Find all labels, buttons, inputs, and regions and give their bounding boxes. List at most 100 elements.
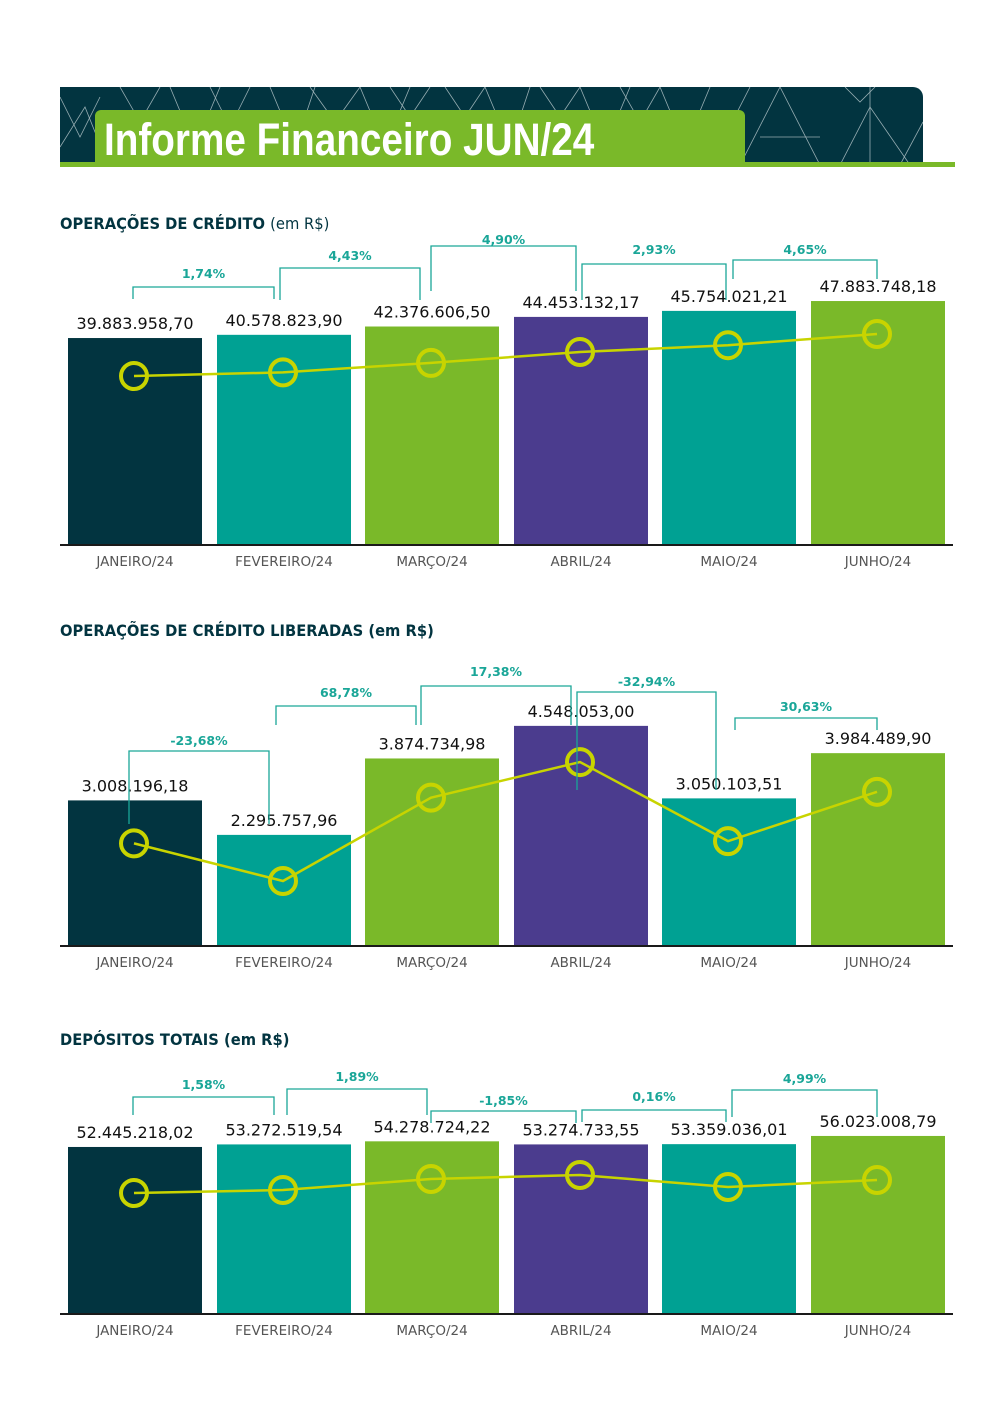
category-label: JUNHO/24 — [844, 554, 911, 570]
value-label: 45.754.021,21 — [670, 287, 787, 306]
change-label: 2,93% — [632, 242, 676, 257]
value-label: 56.023.008,79 — [819, 1112, 936, 1131]
category-label: ABRIL/24 — [550, 554, 611, 570]
section-title-credito-liberadas: OPERAÇÕES DE CRÉDITO LIBERADAS (em R$) — [60, 621, 434, 640]
change-label: 30,63% — [780, 699, 833, 714]
change-label: 4,43% — [328, 248, 372, 263]
value-label: 3.984.489,90 — [825, 729, 932, 748]
change-label: 4,65% — [783, 242, 827, 257]
category-label: FEVEREIRO/24 — [235, 554, 333, 570]
category-label: MAIO/24 — [700, 1323, 757, 1339]
bar-4 — [662, 798, 796, 945]
category-label: JANEIRO/24 — [95, 554, 173, 570]
section-title-text: OPERAÇÕES DE CRÉDITO — [60, 214, 266, 233]
bar-0 — [68, 1146, 202, 1313]
trend-point — [565, 1160, 595, 1190]
category-label: MAIO/24 — [700, 955, 757, 971]
change-label: 0,16% — [632, 1089, 676, 1104]
category-label: JANEIRO/24 — [95, 1323, 173, 1339]
change-bracket — [581, 263, 727, 300]
value-label: 54.278.724,22 — [373, 1117, 490, 1136]
trend-point — [565, 747, 595, 778]
trend-point — [862, 319, 892, 350]
change-label: 1,58% — [182, 1077, 226, 1092]
change-label: -23,68% — [170, 733, 228, 748]
change-bracket — [132, 1096, 275, 1115]
bar-1 — [217, 1144, 351, 1313]
value-label: 53.359.036,01 — [670, 1120, 787, 1139]
title-box — [95, 110, 745, 165]
section-title-text: DEPÓSITOS TOTAIS (em R$) — [60, 1030, 290, 1049]
value-label: 39.883.958,70 — [76, 314, 193, 333]
value-label: 53.272.519,54 — [225, 1120, 342, 1139]
category-label: FEVEREIRO/24 — [235, 1323, 333, 1339]
bar-5 — [811, 301, 945, 544]
change-label: 68,78% — [320, 685, 373, 700]
category-label: ABRIL/24 — [550, 955, 611, 971]
change-label: -32,94% — [618, 674, 676, 689]
page-title: Informe Financeiro JUN/24 — [104, 114, 595, 165]
change-bracket — [732, 259, 878, 279]
section-title-depositos-totais: DEPÓSITOS TOTAIS (em R$) — [60, 1030, 289, 1049]
section-title-operacoes-credito: OPERAÇÕES DE CRÉDITO (em R$) — [60, 214, 329, 233]
value-label: 2.295.757,96 — [231, 811, 338, 830]
change-label: 1,74% — [182, 266, 226, 281]
value-label: 53.274.733,55 — [522, 1120, 639, 1139]
section-title-text: OPERAÇÕES DE CRÉDITO LIBERADAS (em R$) — [60, 621, 434, 640]
bar-5 — [811, 1135, 945, 1313]
trend-point — [862, 1165, 892, 1195]
bar-0 — [68, 800, 202, 945]
change-bracket — [430, 1110, 577, 1123]
bar-2 — [365, 1141, 499, 1313]
value-label: 40.578.823,90 — [225, 311, 342, 330]
trend-point — [119, 361, 149, 392]
change-bracket — [128, 750, 270, 824]
category-label: JANEIRO/24 — [95, 955, 173, 971]
value-label: 52.445.218,02 — [76, 1123, 193, 1142]
trend-line — [133, 1173, 878, 1195]
bar-1 — [217, 834, 351, 945]
trend-point — [416, 1164, 446, 1194]
value-label: 3.008.196,18 — [82, 776, 189, 795]
change-bracket — [275, 705, 417, 725]
trend-point — [713, 1172, 743, 1202]
trend-line — [133, 760, 878, 883]
change-bracket — [734, 717, 878, 730]
category-label: JUNHO/24 — [844, 955, 911, 971]
trend-point — [268, 865, 298, 896]
value-label: 3.874.734,98 — [379, 734, 486, 753]
category-label: FEVEREIRO/24 — [235, 955, 333, 971]
trend-point — [862, 776, 892, 807]
bar-4 — [662, 310, 796, 544]
trend-point — [565, 337, 595, 368]
value-label: 3.050.103,51 — [676, 774, 783, 793]
value-label: 42.376.606,50 — [373, 303, 490, 322]
change-label: 17,38% — [470, 664, 523, 679]
trend-line — [133, 332, 878, 378]
bar-2 — [365, 758, 499, 945]
change-bracket — [581, 1109, 727, 1122]
change-bracket — [279, 267, 421, 300]
trend-point — [713, 826, 743, 857]
trend-point — [268, 1175, 298, 1205]
change-label: -1,85% — [479, 1093, 528, 1108]
trend-point — [416, 347, 446, 378]
trend-point — [713, 330, 743, 361]
bar-0 — [68, 338, 202, 544]
category-label: ABRIL/24 — [550, 1323, 611, 1339]
change-label: 1,89% — [335, 1069, 379, 1084]
category-label: MARÇO/24 — [396, 955, 467, 971]
trend-point — [119, 1178, 149, 1208]
change-label: 4,90% — [482, 232, 526, 247]
category-label: JUNHO/24 — [844, 1323, 911, 1339]
bar-5 — [811, 753, 945, 945]
change-bracket — [731, 1089, 878, 1117]
trend-point — [416, 782, 446, 813]
bar-4 — [662, 1144, 796, 1313]
category-label: MAIO/24 — [700, 554, 757, 570]
value-label: 4.548.053,00 — [528, 702, 635, 721]
change-bracket — [430, 245, 577, 291]
